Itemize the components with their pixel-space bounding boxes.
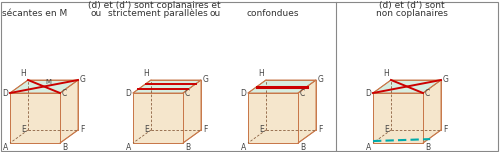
Text: G: G — [443, 76, 449, 85]
Polygon shape — [60, 80, 78, 143]
Text: E: E — [144, 126, 149, 135]
Text: H: H — [384, 69, 389, 78]
FancyBboxPatch shape — [1, 2, 498, 151]
Polygon shape — [10, 93, 60, 143]
Text: E: E — [384, 126, 389, 135]
Text: E: E — [259, 126, 264, 135]
Text: H: H — [144, 69, 149, 78]
Text: G: G — [80, 76, 86, 85]
Polygon shape — [133, 93, 183, 143]
Text: A: A — [126, 143, 131, 152]
Text: D: D — [125, 88, 131, 97]
Polygon shape — [248, 80, 316, 93]
Text: F: F — [318, 126, 322, 135]
Text: C: C — [185, 88, 190, 97]
Text: D: D — [240, 88, 246, 97]
Text: B: B — [425, 143, 430, 152]
Text: G: G — [318, 76, 324, 85]
Text: G: G — [203, 76, 209, 85]
Text: F: F — [203, 126, 207, 135]
Text: B: B — [62, 143, 67, 152]
Polygon shape — [373, 93, 423, 143]
Text: B: B — [300, 143, 305, 152]
Text: C: C — [62, 88, 67, 97]
Text: C: C — [425, 88, 430, 97]
Text: M: M — [45, 78, 51, 85]
Text: non coplanaires: non coplanaires — [376, 9, 448, 18]
Text: confondues: confondues — [247, 9, 299, 18]
Text: (d) et (d’) sont: (d) et (d’) sont — [379, 1, 445, 10]
Text: A: A — [366, 143, 371, 152]
Text: A: A — [241, 143, 246, 152]
Polygon shape — [133, 80, 201, 93]
Text: C: C — [300, 88, 305, 97]
Text: H: H — [20, 69, 26, 78]
Text: ou: ou — [210, 9, 221, 18]
Text: strictement parallèles: strictement parallèles — [108, 9, 208, 19]
Text: D: D — [365, 88, 371, 97]
Text: F: F — [443, 126, 448, 135]
Text: H: H — [258, 69, 264, 78]
Text: sécantes en M: sécantes en M — [2, 9, 68, 18]
Polygon shape — [248, 93, 298, 143]
Text: E: E — [21, 126, 26, 135]
Polygon shape — [183, 80, 201, 143]
Polygon shape — [423, 80, 441, 143]
Text: B: B — [185, 143, 190, 152]
Polygon shape — [373, 80, 441, 93]
Text: A: A — [3, 143, 8, 152]
Text: ou: ou — [91, 9, 102, 18]
Polygon shape — [298, 80, 316, 143]
Text: F: F — [80, 126, 84, 135]
Text: D: D — [2, 88, 8, 97]
Text: (d) et (d’) sont coplanaires et: (d) et (d’) sont coplanaires et — [88, 1, 220, 10]
Polygon shape — [10, 80, 78, 93]
